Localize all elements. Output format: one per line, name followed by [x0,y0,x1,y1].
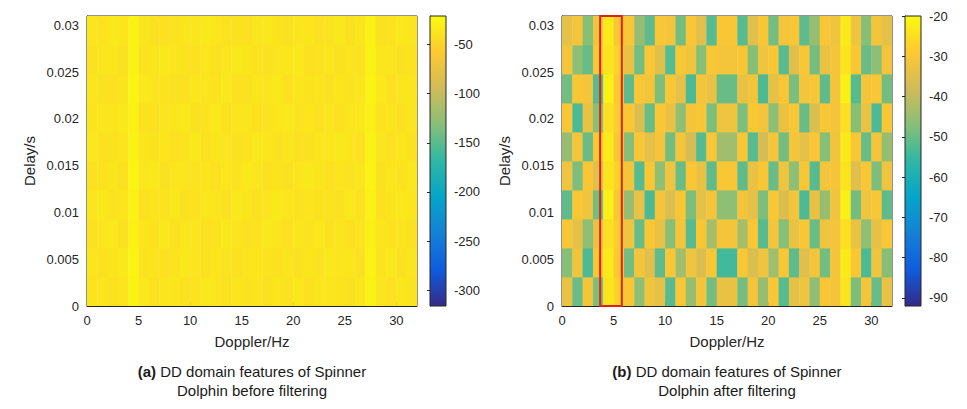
svg-text:DD domain features of Spinner: DD domain features of Spinner [156,363,366,380]
svg-text:0: 0 [72,299,79,314]
svg-text:0: 0 [83,313,90,328]
svg-text:-90: -90 [929,290,948,305]
svg-text:0.03: 0.03 [529,18,554,33]
svg-text:20: 20 [761,313,775,328]
svg-text:(a): (a) [138,363,156,380]
svg-text:10: 10 [658,313,672,328]
svg-text:Delay/s: Delay/s [21,136,38,186]
svg-text:Dolphin before filtering: Dolphin before filtering [177,382,327,399]
svg-text:0: 0 [547,299,554,314]
svg-text:-40: -40 [929,89,948,104]
svg-text:-80: -80 [929,250,948,265]
svg-text:0.03: 0.03 [54,18,79,33]
svg-text:5: 5 [135,313,142,328]
svg-text:-50: -50 [929,129,948,144]
svg-text:0.01: 0.01 [529,205,554,220]
svg-text:10: 10 [183,313,197,328]
svg-text:0.025: 0.025 [46,65,79,80]
svg-text:-70: -70 [929,210,948,225]
svg-text:30: 30 [864,313,878,328]
svg-text:0.02: 0.02 [529,111,554,126]
svg-text:25: 25 [813,313,827,328]
svg-text:-100: -100 [454,86,480,101]
svg-text:-50: -50 [454,37,473,52]
svg-text:-30: -30 [929,49,948,64]
svg-text:0: 0 [558,313,565,328]
svg-text:-200: -200 [454,184,480,199]
svg-text:30: 30 [389,313,403,328]
svg-text:Doppler/Hz: Doppler/Hz [689,333,764,350]
svg-text:0.005: 0.005 [46,252,79,267]
svg-text:DD domain features of Spinner: DD domain features of Spinner [632,363,842,380]
svg-text:(b): (b) [612,363,631,380]
svg-text:0.02: 0.02 [54,111,79,126]
svg-text:5: 5 [610,313,617,328]
svg-text:Dolphin after filtering: Dolphin after filtering [658,382,796,399]
svg-text:20: 20 [286,313,300,328]
svg-text:-60: -60 [929,170,948,185]
svg-text:-150: -150 [454,135,480,150]
svg-text:Delay/s: Delay/s [496,136,513,186]
svg-text:Doppler/Hz: Doppler/Hz [214,333,289,350]
svg-text:-300: -300 [454,283,480,298]
svg-text:25: 25 [338,313,352,328]
svg-text:-20: -20 [929,9,948,24]
svg-text:0.01: 0.01 [54,205,79,220]
svg-text:15: 15 [709,313,723,328]
svg-text:0.005: 0.005 [521,252,554,267]
svg-text:0.025: 0.025 [521,65,554,80]
svg-text:0.015: 0.015 [46,158,79,173]
svg-text:15: 15 [234,313,248,328]
svg-text:-250: -250 [454,234,480,249]
svg-text:0.015: 0.015 [521,158,554,173]
